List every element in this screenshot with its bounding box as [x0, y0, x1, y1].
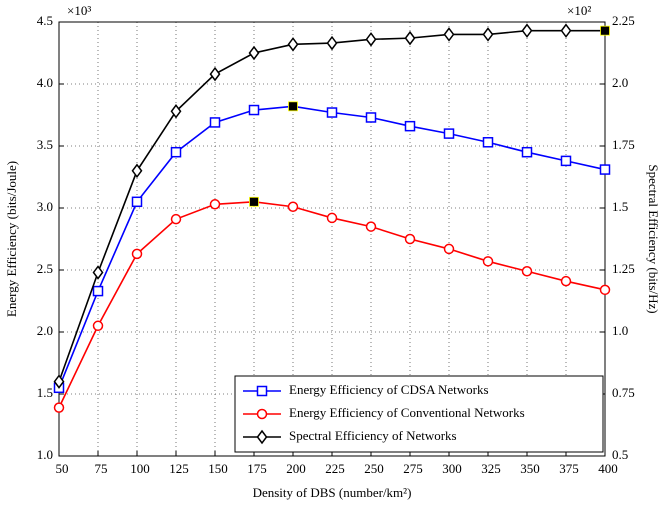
point [599, 164, 611, 175]
point [599, 284, 611, 296]
point [482, 256, 494, 267]
y2-tick-label: 0.75 [612, 385, 635, 400]
point [482, 137, 494, 148]
point [209, 199, 221, 210]
x-tick-label: 175 [247, 461, 267, 476]
y-tick-label: 1.5 [37, 385, 53, 400]
point [404, 30, 416, 46]
point [365, 112, 377, 123]
x-tick-label: 50 [56, 461, 69, 476]
legend-label: Energy Efficiency of Conventional Networ… [289, 405, 525, 420]
point [326, 35, 338, 51]
point [521, 23, 533, 38]
y-tick-label: 3.0 [37, 199, 53, 214]
point [404, 233, 416, 245]
point [170, 104, 182, 119]
legend-label: Energy Efficiency of CDSA Networks [289, 382, 489, 397]
legend-label: Spectral Efficiency of Networks [289, 428, 457, 443]
y2-tick-label: 2.0 [612, 75, 628, 90]
point [326, 212, 338, 224]
point [209, 66, 221, 82]
point [131, 248, 143, 260]
x-tick-label: 325 [481, 461, 501, 476]
x-tick-label: 200 [286, 461, 306, 476]
point [521, 265, 533, 277]
x-tick-label: 275 [403, 461, 423, 476]
point [288, 101, 298, 112]
point [248, 45, 260, 61]
point [443, 243, 455, 255]
point [600, 25, 610, 36]
point [560, 155, 572, 167]
point [560, 275, 572, 287]
y-tick-label: 1.0 [37, 447, 53, 462]
x-tick-label: 400 [598, 461, 618, 476]
point [170, 213, 182, 225]
point [287, 37, 299, 52]
y-axis-label: Energy Efficiency (bits/Joule) [4, 161, 19, 317]
point [521, 146, 533, 158]
plot-frame [58, 21, 606, 457]
point [443, 128, 455, 139]
x-tick-label: 75 [95, 461, 108, 476]
point [404, 120, 416, 132]
point [53, 402, 65, 413]
point [131, 163, 143, 179]
point [560, 23, 572, 38]
x-tick-label: 250 [364, 461, 384, 476]
y-tick-label: 3.5 [37, 137, 53, 152]
x-tick-label: 125 [169, 461, 189, 476]
y-tick-label: 2.5 [37, 261, 53, 276]
y2-tick-label: 1.75 [612, 137, 635, 152]
y2-tick-label: 1.0 [612, 323, 628, 338]
y-multiplier: ×10³ [67, 3, 91, 18]
x-tick-label: 300 [442, 461, 462, 476]
point [92, 320, 104, 332]
y2-multiplier: ×10² [567, 3, 591, 18]
point [249, 196, 259, 207]
point [131, 196, 143, 208]
x-tick-label: 350 [520, 461, 540, 476]
y2-tick-label: 2.25 [612, 13, 635, 28]
y-tick-label: 4.5 [37, 13, 53, 28]
point [365, 221, 377, 232]
legend-marker [256, 408, 268, 420]
y-tick-label: 2.0 [37, 323, 53, 338]
point [170, 146, 182, 158]
y2-axis-label: Spectral Efficiency (bits/Hz) [646, 164, 659, 313]
point [365, 32, 377, 47]
point [92, 265, 104, 280]
point [248, 104, 260, 116]
x-tick-label: 150 [208, 461, 228, 476]
point [482, 27, 494, 42]
point [209, 117, 221, 128]
point [92, 285, 104, 297]
x-tick-label: 100 [130, 461, 150, 476]
legend-marker [256, 385, 268, 397]
point [443, 27, 455, 42]
x-axis-label: Density of DBS (number/km²) [253, 485, 412, 500]
y2-tick-label: 0.5 [612, 447, 628, 462]
legend-box [234, 375, 604, 453]
point [287, 201, 299, 213]
point [53, 374, 65, 389]
legend-marker [256, 429, 268, 445]
x-tick-label: 375 [559, 461, 579, 476]
x-tick-label: 225 [325, 461, 345, 476]
y-tick-label: 4.0 [37, 75, 53, 90]
point [326, 107, 338, 118]
y2-tick-label: 1.5 [612, 199, 628, 214]
y2-tick-label: 1.25 [612, 261, 635, 276]
